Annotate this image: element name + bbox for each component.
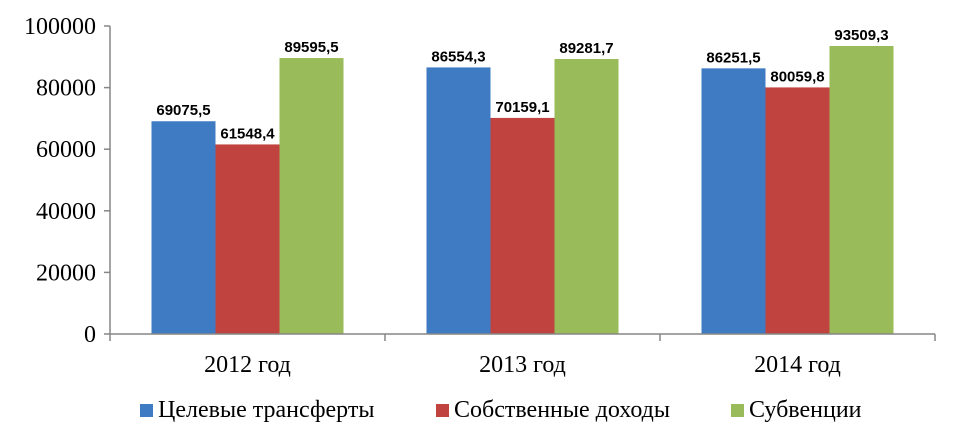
bar — [490, 117, 555, 334]
legend-swatch — [731, 404, 744, 417]
legend-label: Субвенции — [749, 397, 862, 423]
legend-swatch — [436, 404, 449, 417]
data-label: 80059,8 — [770, 68, 824, 85]
bar — [829, 45, 894, 334]
category-label: 2012 год — [204, 352, 291, 378]
data-label: 86251,5 — [706, 49, 760, 66]
y-tick-label: 40000 — [36, 199, 96, 225]
legend-label: Целевые трансферты — [158, 397, 374, 423]
bar — [215, 144, 280, 334]
y-tick-label: 80000 — [36, 76, 96, 102]
data-label: 89281,7 — [559, 40, 613, 57]
y-tick-label: 20000 — [36, 260, 96, 286]
x-axis: 2012 год 2013 год 2014 год — [109, 333, 936, 378]
bar — [279, 58, 344, 334]
y-axis: 0 20000 40000 60000 80000 100000 — [24, 14, 111, 348]
legend: Целевые трансферты Собственные доходы Субв… — [140, 397, 862, 423]
data-label: 69075,5 — [156, 102, 210, 119]
bar — [554, 59, 619, 335]
bar — [426, 67, 491, 335]
bar — [701, 68, 766, 334]
bar — [765, 87, 830, 334]
data-label: 61548,4 — [220, 125, 275, 142]
category-label: 2014 год — [754, 352, 841, 378]
bar — [151, 121, 216, 334]
legend-swatch — [140, 404, 153, 417]
data-label: 93509,3 — [834, 27, 888, 44]
data-label: 86554,3 — [431, 48, 485, 65]
y-tick-label: 60000 — [36, 137, 96, 163]
category-label: 2013 год — [479, 352, 566, 378]
legend-label: Собственные доходы — [454, 397, 670, 423]
data-label: 89595,5 — [284, 39, 338, 56]
data-label: 70159,1 — [495, 99, 549, 116]
bars: 69075,5 61548,4 89595,5 86554,3 70159,1 89281… — [151, 27, 894, 335]
y-tick-label: 0 — [84, 322, 96, 348]
y-tick-label: 100000 — [24, 14, 96, 40]
